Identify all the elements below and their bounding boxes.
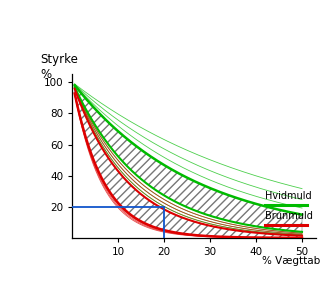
Text: % Vægttab: % Vægttab xyxy=(262,256,321,266)
Text: %: % xyxy=(41,68,52,81)
Text: Hvidmuld: Hvidmuld xyxy=(265,191,312,200)
Text: Brunmuld: Brunmuld xyxy=(265,211,313,221)
Text: Styrke: Styrke xyxy=(41,53,79,66)
